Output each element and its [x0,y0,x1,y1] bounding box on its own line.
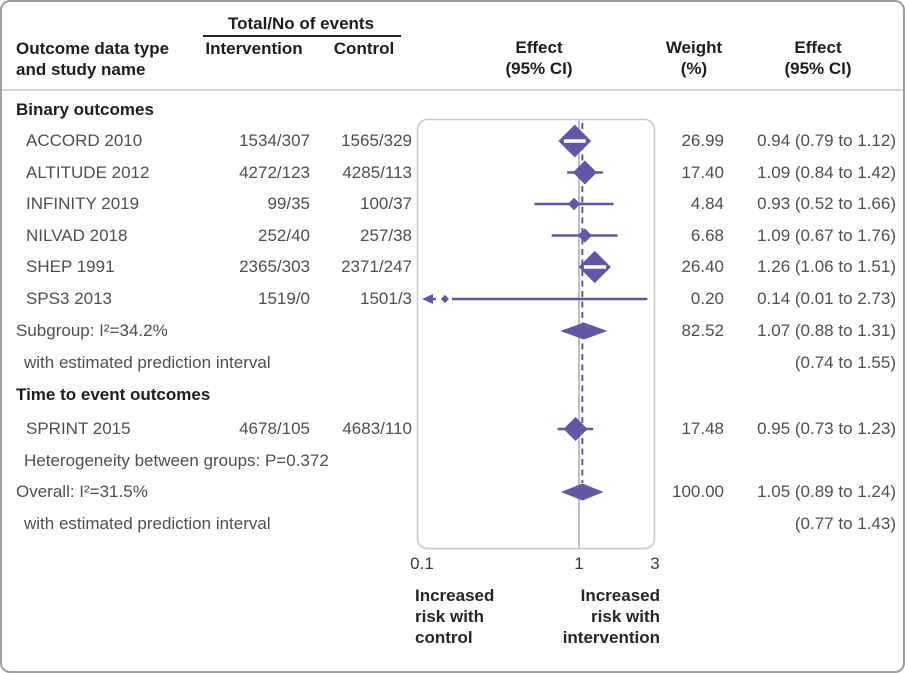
effect-ci-cell: 1.07 (0.88 to 1.31) [757,321,896,340]
intervention-cell: 2365/303 [239,257,310,276]
plot-box [416,118,656,550]
row-label-study: SPRINT 2015 [26,419,131,438]
study-diamond [572,160,597,185]
column-header-outcome: Outcome data type and study name [16,38,169,80]
weight-cell: 6.68 [690,225,724,245]
intervention-cell: 252/40 [258,225,310,245]
control-cell: 100/37 [360,194,412,213]
weight-cell: 26.99 [681,131,724,150]
intervention-cell: 4678/105 [239,419,310,438]
study-diamond [567,197,581,211]
weight-cell: 4.84 [690,194,724,213]
ci-arrow-left [422,294,433,304]
column-header-intervention: Intervention [205,39,303,58]
summary-diamond [560,322,608,340]
control-cell: 1501/3 [360,289,412,308]
control-cell: 4683/110 [342,419,412,438]
effect-ci-cell: 0.94 (0.79 to 1.12) [757,131,896,150]
row-label-note: with estimated prediction interval [24,514,271,533]
row-label-study: SHEP 1991 [26,257,115,276]
intervention-cell: 4272/123 [239,162,310,182]
column-header-total-events: Total/No of events [227,14,375,33]
effect-ci-cell: 1.26 (1.06 to 1.51) [757,257,896,276]
row-label-section: Binary outcomes [16,100,154,119]
study-diamond [577,228,592,243]
study-diamond [563,416,588,442]
weight-cell: 82.52 [681,321,724,340]
weight-cell: 26.40 [681,257,724,276]
header-divider [2,89,903,91]
row-label-study: ACCORD 2010 [26,131,143,150]
x-tick-0_1: 0.1 [410,554,434,573]
row-label-summary: Overall: I²=31.5% [16,482,148,501]
row-label-study: ALTITUDE 2012 [26,162,150,182]
row-label-study: NILVAD 2018 [26,225,128,245]
events-header-underline [203,35,401,37]
column-header-outcome-line1: Outcome data type [16,39,170,58]
effect-ci-cell: 1.09 (0.84 to 1.42) [757,162,896,182]
row-label-note: with estimated prediction interval [24,353,271,372]
x-tick-1: 1 [574,554,584,573]
weight-cell: 0.20 [690,289,724,308]
effect-ci-cell: 1.05 (0.89 to 1.24) [757,482,896,501]
weight-cell: 17.40 [681,162,724,182]
row-label-note: Heterogeneity between groups: P=0.372 [24,450,329,470]
row-label-study: SPS3 2013 [26,289,113,308]
control-cell: 4285/113 [342,162,412,182]
control-cell: 257/38 [360,225,412,245]
column-header-weight: Weight (%) [665,38,723,78]
effect-ci-cell: (0.74 to 1.55) [794,353,896,372]
summary-diamond [561,483,604,501]
column-header-outcome-line2: and study name [16,60,146,79]
effect-ci-cell: 0.93 (0.52 to 1.66) [757,194,896,213]
x-tick-3: 3 [650,554,660,573]
intervention-cell: 1519/0 [258,289,310,308]
control-cell: 1565/329 [341,131,412,150]
intervention-cell: 99/35 [267,194,310,213]
row-label-summary: Subgroup: I²=34.2% [16,321,168,340]
weight-cell: 100.00 [672,482,724,501]
row-label-section: Time to event outcomes [16,385,211,404]
column-header-effect-ci: Effect (95% CI) [784,38,852,78]
intervention-cell: 1534/307 [239,131,310,150]
row-label-study: INFINITY 2019 [26,194,140,213]
column-header-effect-plot: Effect (95% CI) [505,38,573,78]
control-cell: 2371/247 [341,257,412,276]
study-diamond [440,294,450,304]
increased-risk-control-caption: Increased risk with control [415,586,495,647]
increased-risk-intervention-caption: Increased risk with intervention [562,586,660,647]
effect-ci-cell: (0.77 to 1.43) [794,514,896,533]
weight-cell: 17.48 [681,419,724,438]
column-header-control: Control [333,39,395,58]
effect-ci-cell: 0.14 (0.01 to 2.73) [757,289,896,308]
effect-ci-cell: 1.09 (0.67 to 1.76) [757,225,896,245]
effect-ci-cell: 0.95 (0.73 to 1.23) [757,419,896,438]
